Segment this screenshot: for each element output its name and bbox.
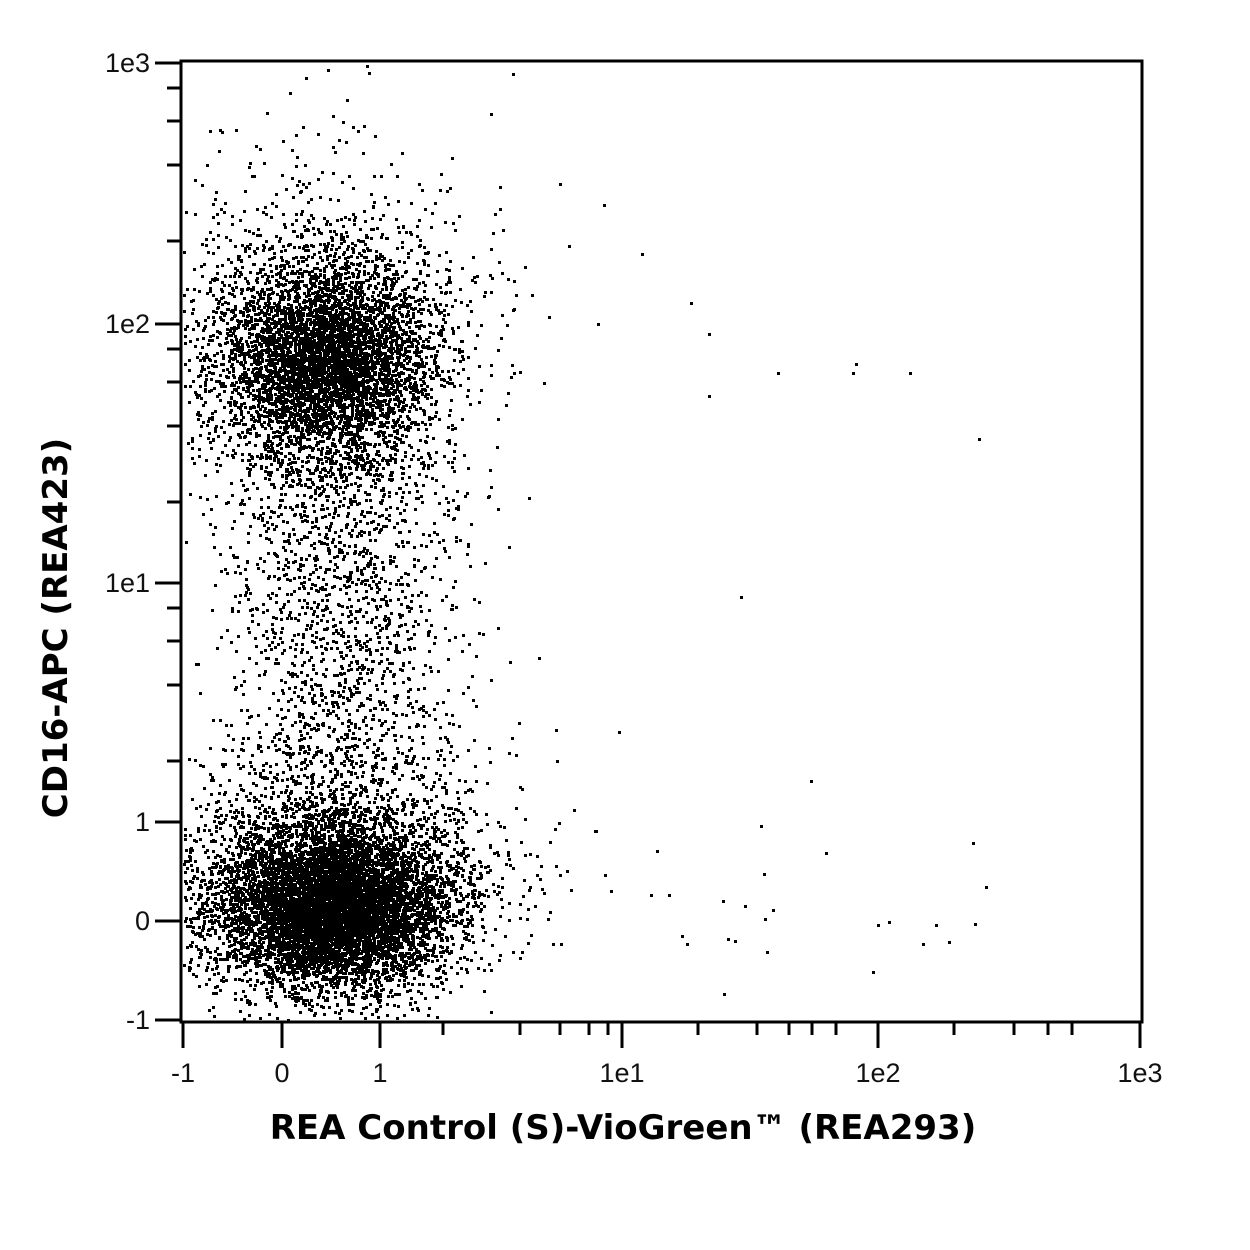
x-axis-ticks bbox=[181, 1022, 1142, 1048]
x-tick-label: 1e2 bbox=[855, 1058, 900, 1088]
y-tick-label: 1 bbox=[135, 807, 150, 837]
plot-frame bbox=[179, 59, 1144, 1024]
x-axis-tick-labels: -1 0 1 1e1 1e2 1e3 bbox=[171, 1058, 1163, 1088]
y-tick-label: 1e3 bbox=[105, 48, 150, 78]
x-axis-title-text: REA Control (S)-VioGreen™ (REA293) bbox=[269, 1108, 977, 1148]
y-axis-title: CD16-APC (REA423) bbox=[36, 437, 76, 819]
y-axis-ticks bbox=[155, 61, 181, 1022]
y-tick-label: 1e2 bbox=[105, 309, 150, 339]
y-tick-label: -1 bbox=[126, 1005, 150, 1035]
x-axis-title: REA Control (S)-VioGreen™ (REA293) bbox=[0, 1108, 1250, 1148]
y-axis-tick-labels: 1e3 1e2 1e1 1 0 -1 bbox=[105, 48, 150, 1035]
x-tick-label: 1 bbox=[372, 1058, 387, 1088]
x-tick-label: 0 bbox=[274, 1058, 289, 1088]
x-tick-label: 1e1 bbox=[599, 1058, 644, 1088]
event-dots bbox=[183, 65, 988, 1022]
x-tick-label: -1 bbox=[171, 1058, 195, 1088]
y-tick-label: 0 bbox=[135, 906, 150, 936]
y-tick-label: 1e1 bbox=[105, 568, 150, 598]
x-tick-label: 1e3 bbox=[1117, 1058, 1162, 1088]
